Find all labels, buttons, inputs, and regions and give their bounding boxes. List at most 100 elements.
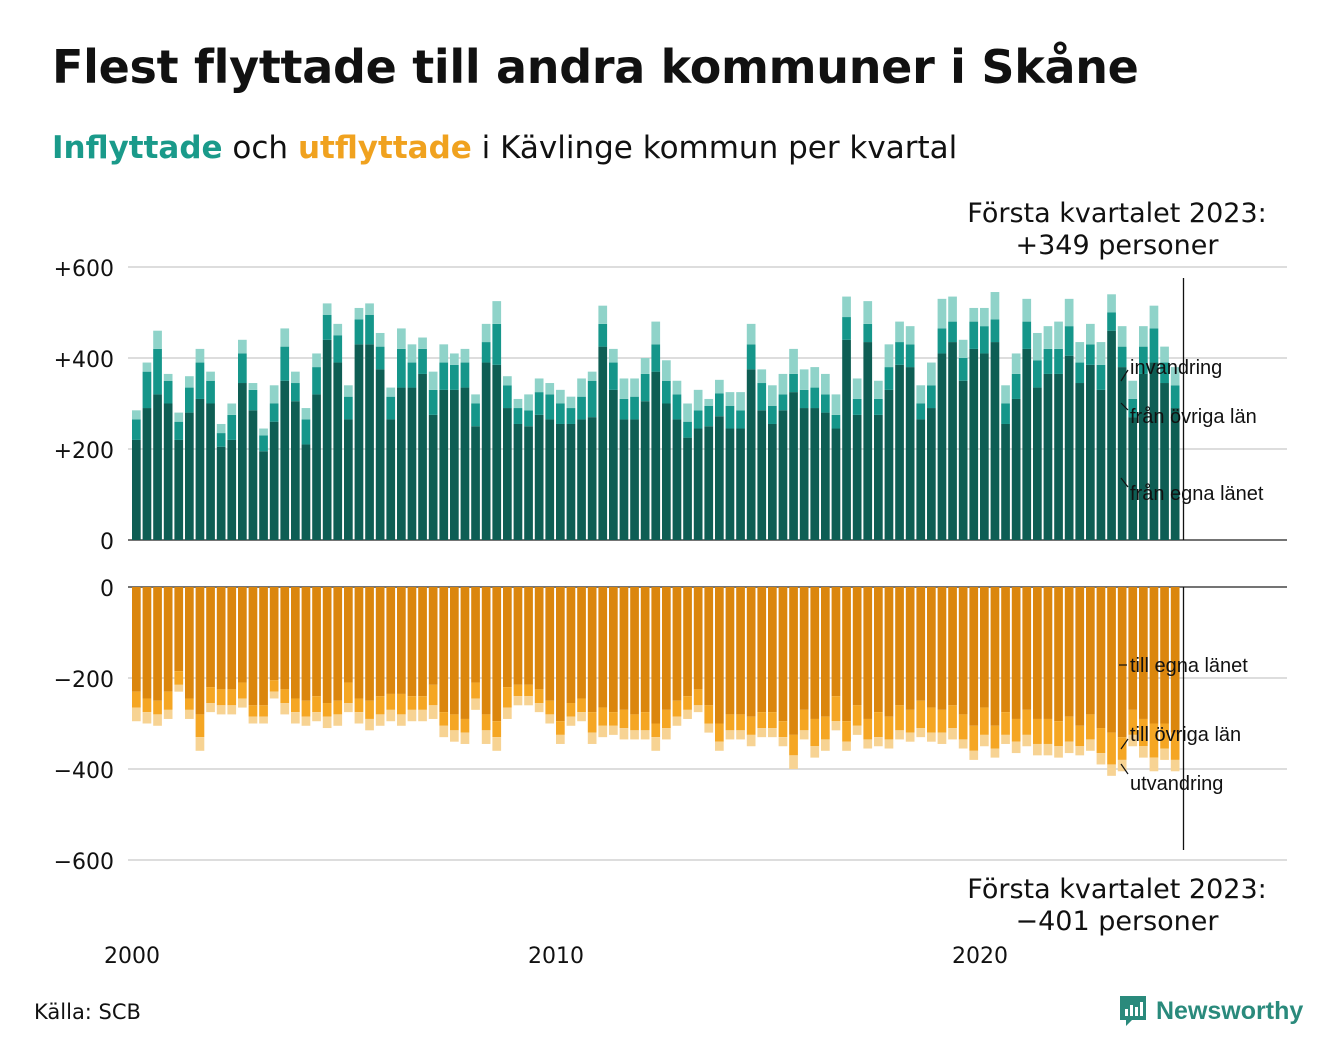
bar-inflow_immig [174,412,184,422]
bar-inflow_own [863,342,873,540]
bar-inflow_own [333,362,343,540]
bar-outflow_own [969,587,979,726]
bar-outflow_own [768,587,777,713]
bar-inflow_immig [630,378,639,397]
annotation-bottom: −401 personer [1015,906,1219,937]
bar-outflow_own [163,587,173,692]
bar-outflow_own [799,587,809,710]
bar-inflow_immig [206,371,215,381]
bar-outflow_emig [704,723,714,733]
bar-outflow_own [1160,587,1169,724]
bar-inflow_own [1149,362,1159,540]
bar-inflow_own [1001,423,1010,540]
bar-inflow_own [1096,389,1106,540]
bar-outflow_other [248,705,258,717]
bar-outflow_other [312,696,321,713]
bar-outflow_emig [566,716,576,726]
bar-outflow_other [1043,718,1053,744]
bar-inflow_immig [1107,294,1116,313]
bar-inflow_other [248,389,258,411]
bar-outflow_own [1033,587,1042,719]
bar-outflow_other [757,712,767,729]
bar-outflow_other [958,714,968,740]
bar-inflow_other [831,414,841,429]
bar-inflow_immig [428,371,438,390]
bar-inflow_own [460,387,470,540]
bar-outflow_own [492,587,502,722]
bar-inflow_immig [778,373,788,395]
bar-inflow_other [333,335,343,363]
bar-inflow_immig [344,385,353,397]
bar-inflow_own [778,410,788,540]
bar-inflow_other [142,371,152,409]
bar-inflow_immig [715,379,724,394]
bar-inflow_own [142,408,152,540]
bar-inflow_other [153,348,162,395]
bar-inflow_immig [662,360,671,381]
bar-outflow_emig [937,732,947,744]
bar-outflow_emig [1160,748,1169,760]
bar-inflow_other [704,405,714,427]
bar-inflow_immig [471,394,480,404]
bar-inflow_immig [683,403,692,422]
bar-outflow_emig [789,755,798,769]
bar-outflow_own [1096,587,1106,729]
bar-outflow_own [269,587,279,681]
bar-outflow_other [365,700,374,719]
bar-outflow_other [874,712,883,738]
bar-inflow_own [386,419,396,540]
bar-outflow_own [598,587,608,708]
axis-labels: +600 +400 +200 0 0 −200 −400 −600 2000 2010 2020 [54,257,1008,969]
bar-outflow_own [725,587,735,715]
bar-outflow_own [1128,587,1138,710]
bar-outflow_emig [874,737,883,747]
bar-outflow_other [566,703,576,717]
bar-inflow_own [471,426,480,540]
bar-outflow_emig [598,725,608,738]
bar-inflow_immig [397,328,406,349]
bar-inflow_other [545,394,555,420]
y-tick-label-top: 0 [100,530,114,555]
bar-inflow_own [238,383,247,540]
bar-outflow_own [344,587,353,683]
bar-inflow_other [598,323,608,347]
leader-till-ovriga-lan [1120,738,1129,750]
bar-outflow_own [736,587,745,715]
bar-inflow_other [1160,362,1169,384]
bar-outflow_other [1117,737,1127,760]
bar-inflow_own [609,389,618,540]
bar-inflow_immig [937,298,947,329]
bar-inflow_immig [153,330,162,349]
bar-inflow_other [937,328,947,354]
bar-outflow_other [375,696,385,715]
bar-outflow_emig [969,750,979,760]
bar-inflow_own [715,416,724,540]
bar-outflow_emig [269,691,279,699]
bar-outflow_own [142,587,152,699]
bar-inflow_immig [556,389,565,404]
bar-outflow_emig [513,696,523,706]
bar-inflow_immig [884,344,894,368]
bar-inflow_immig [821,373,830,395]
bar-outflow_other [1096,728,1106,754]
bar-outflow_own [587,587,597,713]
bar-outflow_emig [280,703,290,715]
bar-inflow_immig [757,369,767,384]
bar-inflow_other [534,392,544,415]
bar-inflow_immig [301,408,311,420]
bar-inflow_immig [969,307,979,322]
bar-inflow_immig [905,326,915,345]
bar-outflow_own [683,587,692,697]
bar-inflow_immig [799,369,809,390]
bar-inflow_other [344,396,353,420]
bar-outflow_emig [746,734,756,747]
bar-outflow_other [153,700,162,715]
bar-inflow_immig [333,323,343,336]
bar-inflow_immig [609,348,618,363]
bar-inflow_immig [842,296,851,318]
bar-inflow_other [1075,362,1085,384]
bar-inflow_own [227,439,237,540]
bar-inflow_other [163,380,173,404]
bar-outflow_own [651,587,661,724]
bar-outflow_emig [905,732,915,742]
